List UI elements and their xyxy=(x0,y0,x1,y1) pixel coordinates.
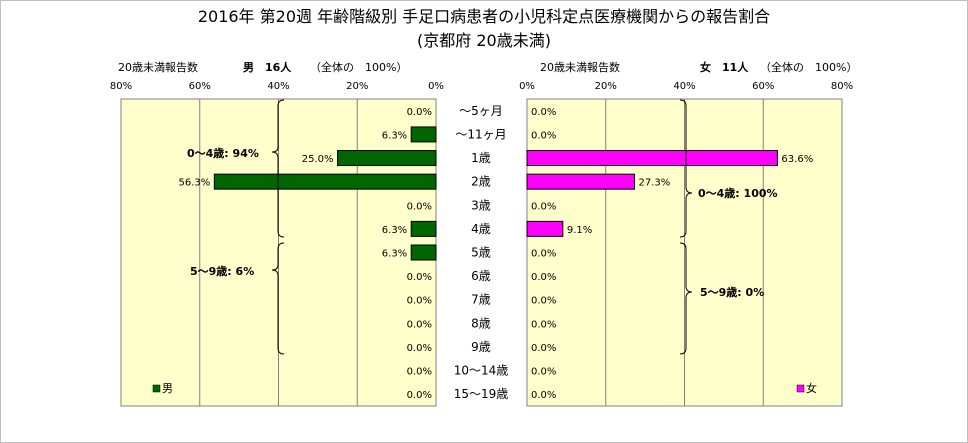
left-bar xyxy=(213,173,437,190)
left-axis-tick-label: 80% xyxy=(110,81,132,92)
category-label: 15～19歳 xyxy=(454,387,509,401)
category-label: 1歳 xyxy=(471,151,491,165)
right-legend-swatch xyxy=(796,384,805,393)
left-data-label: 0.0% xyxy=(407,272,432,283)
left-annotation-0-4: 0～4歳: 94% xyxy=(187,146,259,160)
right-axis-tick-label: 80% xyxy=(831,81,853,92)
left-count-label: 男 16人 xyxy=(243,60,292,74)
right-data-label: 0.0% xyxy=(531,272,556,283)
right-brace-5-9 xyxy=(679,242,693,355)
right-axis-tick-label: 20% xyxy=(595,81,617,92)
category-label: ～11ヶ月 xyxy=(455,127,506,141)
right-axis-tick-label: 60% xyxy=(752,81,774,92)
left-bar xyxy=(410,244,437,261)
category-label: 5歳 xyxy=(471,246,491,260)
category-label: 6歳 xyxy=(471,269,491,283)
left-legend-label: 男 xyxy=(162,382,173,395)
left-data-label: 56.3% xyxy=(179,178,211,189)
category-label: 2歳 xyxy=(471,175,491,189)
left-total-label: （全体の 100%） xyxy=(310,60,407,74)
category-label: 10～14歳 xyxy=(454,364,509,378)
right-data-label: 0.0% xyxy=(531,343,556,354)
left-panel: 80% 60% 40% 20% 0% 0.0% 6.3% 25.0% 56.3% 0.0% 6.3… xyxy=(110,81,444,407)
right-axis-tick-label: 0% xyxy=(519,81,535,92)
right-axis-tick-label: 40% xyxy=(673,81,695,92)
left-bar xyxy=(337,150,437,167)
left-data-label: 6.3% xyxy=(382,130,407,141)
left-data-label: 0.0% xyxy=(407,367,432,378)
left-data-label: 6.3% xyxy=(382,225,407,236)
category-label: 9歳 xyxy=(471,340,491,354)
category-label: 3歳 xyxy=(471,198,491,212)
right-caption: 20歳未満報告数 xyxy=(540,61,620,74)
left-data-label: 0.0% xyxy=(407,201,432,212)
right-legend-label: 女 xyxy=(806,381,817,395)
right-data-label: 0.0% xyxy=(531,249,556,260)
right-bar xyxy=(526,220,564,237)
right-data-label: 0.0% xyxy=(531,367,556,378)
left-data-label: 0.0% xyxy=(407,390,432,401)
right-data-label: 27.3% xyxy=(638,178,670,189)
left-caption: 20歳未満報告数 xyxy=(118,61,198,74)
left-brace-0-4 xyxy=(271,99,285,238)
right-total-label: （全体の 100%） xyxy=(760,60,857,74)
right-annotation-0-4: 0～4歳: 100% xyxy=(698,186,778,200)
right-data-label: 0.0% xyxy=(531,201,556,212)
left-legend-swatch xyxy=(152,384,161,393)
right-data-label: 0.0% xyxy=(531,319,556,330)
left-brace-5-9 xyxy=(271,242,285,355)
right-bar xyxy=(526,150,778,167)
category-labels: ～5ヶ月 ～11ヶ月 1歳 2歳 3歳 4歳 5歳 6歳 7歳 8歳 9歳 10～14歳 15～19歳 xyxy=(454,104,509,401)
category-label: ～5ヶ月 xyxy=(459,104,503,118)
left-data-label: 0.0% xyxy=(407,107,432,118)
left-bar xyxy=(410,126,437,143)
right-bar xyxy=(526,173,635,190)
left-data-label: 0.0% xyxy=(407,343,432,354)
right-panel: 0% 20% 40% 60% 80% 0.0% 0.0% 63.6% 27.3% 0.0% 9.1… xyxy=(519,81,853,407)
right-data-label: 0.0% xyxy=(531,107,556,118)
left-data-label: 0.0% xyxy=(407,296,432,307)
left-data-label: 25.0% xyxy=(302,154,334,165)
category-label: 7歳 xyxy=(471,293,491,307)
category-label: 8歳 xyxy=(471,316,491,330)
left-data-label: 0.0% xyxy=(407,319,432,330)
left-axis-tick-label: 20% xyxy=(346,81,368,92)
left-annotation-5-9: 5～9歳: 6% xyxy=(190,264,254,278)
right-brace-0-4 xyxy=(679,99,693,238)
right-count-label: 女 11人 xyxy=(700,60,749,74)
right-data-label: 9.1% xyxy=(567,225,592,236)
right-data-label: 63.6% xyxy=(781,154,813,165)
right-data-label: 0.0% xyxy=(531,390,556,401)
left-axis-tick-label: 0% xyxy=(428,81,444,92)
left-data-label: 6.3% xyxy=(382,249,407,260)
left-bar xyxy=(410,220,437,237)
right-annotation-5-9: 5～9歳: 0% xyxy=(700,285,764,299)
chart-title: 2016年 第20週 年齢階級別 手足口病患者の小児科定点医療機関からの報告割合 xyxy=(198,7,770,26)
right-data-label: 0.0% xyxy=(531,296,556,307)
left-axis-tick-label: 60% xyxy=(189,81,211,92)
left-axis-tick-label: 40% xyxy=(267,81,289,92)
category-label: 4歳 xyxy=(471,222,491,236)
chart-subtitle: (京都府 20歳未満) xyxy=(417,31,551,50)
right-data-label: 0.0% xyxy=(531,130,556,141)
